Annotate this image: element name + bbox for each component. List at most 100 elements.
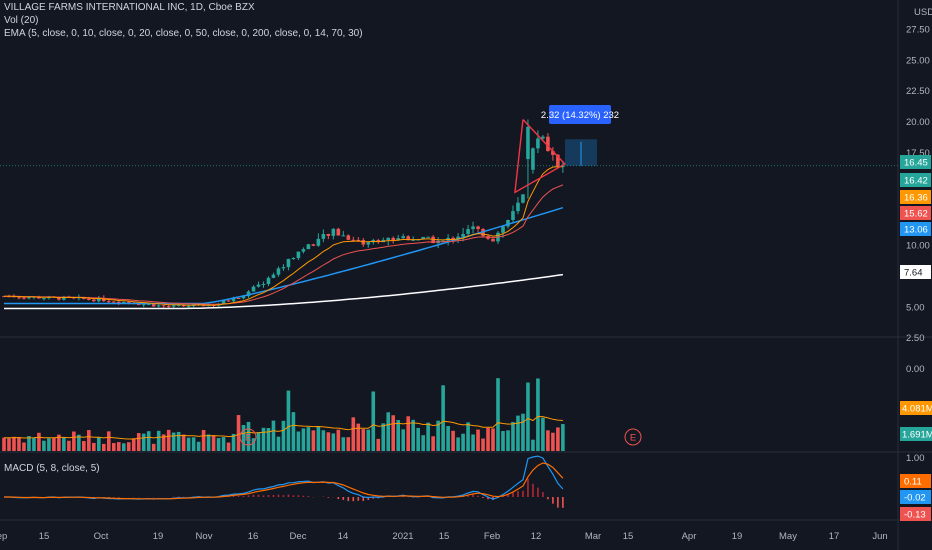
time-tick-label: 16	[248, 531, 259, 542]
volume-bar	[326, 432, 331, 451]
volume-bar	[271, 420, 276, 451]
time-tick-label: Oct	[94, 531, 109, 542]
volume-bar	[406, 416, 410, 451]
candle-body	[401, 236, 405, 239]
volume-bar	[541, 417, 545, 451]
volume-ma-line	[4, 415, 563, 440]
candle-body	[306, 244, 311, 250]
volume-bar	[381, 423, 386, 451]
candle-body	[102, 297, 106, 302]
candle-body	[331, 228, 336, 236]
volume-bar	[141, 433, 146, 451]
price-label-bg	[900, 190, 931, 204]
earnings-marker-label: E	[245, 433, 251, 444]
volume-bar	[191, 437, 196, 451]
candle-body	[491, 238, 495, 242]
volume-bar	[546, 430, 550, 451]
candle-body	[481, 229, 485, 237]
price-tick-label: 27.50	[906, 24, 930, 35]
volume-bar	[67, 440, 71, 451]
volume-bar	[276, 436, 281, 451]
candle-body	[326, 234, 331, 236]
volume-bar	[456, 437, 460, 451]
volume-bar	[436, 420, 440, 451]
candle-body	[17, 297, 21, 299]
time-tick-label: 19	[153, 531, 164, 542]
ema-legend: EMA (5, close, 0, 10, close, 0, 20, clos…	[4, 28, 363, 39]
volume-bar	[561, 424, 565, 451]
volume-bar	[491, 428, 495, 451]
volume-bar	[366, 429, 371, 451]
volume-bar	[27, 436, 31, 451]
volume-bar	[201, 430, 206, 451]
symbol-title: VILLAGE FARMS INTERNATIONAL INC, 1D, Cbo…	[4, 2, 255, 13]
earnings-marker	[239, 428, 257, 446]
macd-label: -0.02	[904, 493, 926, 504]
volume-bar	[42, 440, 46, 451]
volume-label: 1.691M	[902, 430, 932, 441]
macd-label: -0.13	[904, 510, 926, 521]
price-label-bg	[900, 155, 931, 169]
volume-bar	[161, 434, 166, 451]
candle-body	[236, 298, 241, 300]
volume-bar	[106, 431, 111, 451]
volume-bar	[2, 437, 6, 451]
currency-label: USD	[914, 7, 932, 18]
volume-bar	[516, 415, 520, 451]
time-tick-label: 2021	[392, 531, 413, 542]
volume-bar	[136, 433, 141, 451]
volume-bar	[206, 434, 211, 451]
candle-body	[22, 297, 26, 299]
volume-bar	[416, 427, 420, 451]
measure-label-bg	[549, 105, 611, 124]
candle-body	[501, 226, 505, 233]
volume-bar	[466, 422, 470, 451]
volume-bar	[82, 441, 86, 451]
volume-bar	[7, 438, 11, 451]
volume-bar	[486, 427, 490, 451]
volume-bar	[156, 430, 161, 451]
time-tick-label: 12	[531, 531, 542, 542]
candle-body	[361, 240, 366, 245]
time-tick-label: Mar	[585, 531, 601, 542]
time-tick-label: Dec	[290, 531, 307, 542]
volume-bar	[256, 432, 261, 451]
volume-bar	[386, 412, 391, 451]
candle-body	[556, 154, 560, 167]
volume-bar	[521, 413, 525, 451]
volume-bar	[446, 426, 450, 451]
candle-body	[266, 277, 271, 285]
candle-body	[406, 236, 410, 241]
volume-bar	[62, 437, 66, 451]
volume-tick-label: 2.50	[906, 333, 925, 344]
candle-body	[516, 202, 520, 212]
volume-label: 4.081M	[902, 404, 932, 415]
candle-body	[466, 229, 470, 235]
volume-bar	[146, 431, 151, 451]
time-tick-label: 15	[39, 531, 50, 542]
volume-bar	[171, 432, 176, 451]
volume-bar	[131, 438, 136, 451]
candle-body	[261, 284, 266, 286]
time-tick-label: 15	[439, 531, 450, 542]
volume-bar	[376, 438, 381, 451]
price-tick-label: 10.00	[906, 241, 930, 252]
volume-bar	[216, 438, 221, 451]
candle-body	[456, 236, 460, 240]
macd-label-bg	[900, 474, 931, 488]
ema-20-line	[4, 184, 564, 305]
volume-bar	[92, 442, 96, 451]
volume-bar	[356, 423, 361, 451]
price-tick-label: 20.00	[906, 117, 930, 128]
candle-body	[426, 236, 430, 238]
candle-body	[161, 305, 166, 307]
volume-bar	[396, 420, 401, 451]
volume-bar	[186, 437, 191, 451]
candle-body	[256, 284, 261, 287]
volume-bar	[97, 437, 101, 451]
candle-body	[451, 237, 455, 240]
candle-body	[57, 297, 61, 300]
candle-body	[251, 286, 256, 292]
volume-bar	[22, 442, 26, 451]
